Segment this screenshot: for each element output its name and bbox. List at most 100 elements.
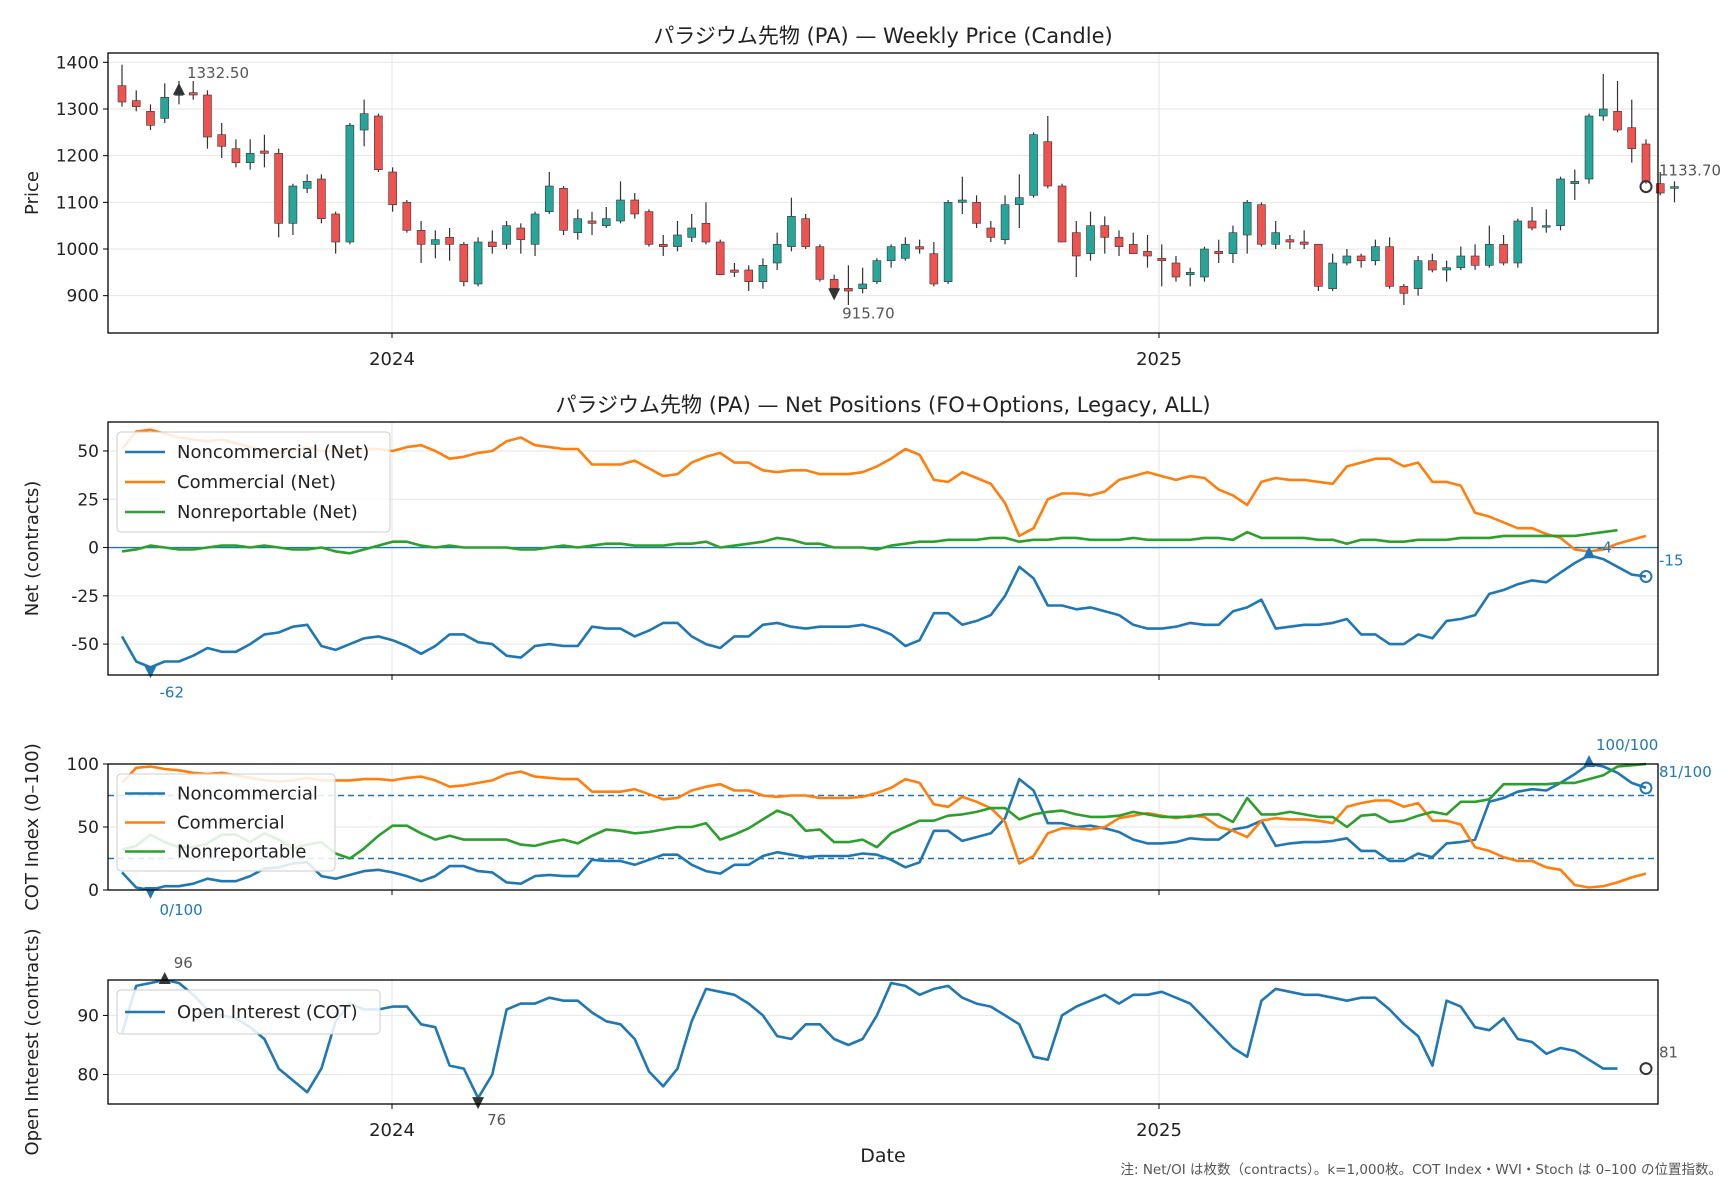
last-marker xyxy=(1639,180,1653,194)
x-tick-label-2025: 2025 xyxy=(1136,349,1182,370)
last-net-label: -15 xyxy=(1659,552,1684,570)
candle-body xyxy=(644,211,654,245)
candle-body xyxy=(288,185,298,224)
y-tick-label: 900 xyxy=(67,287,99,307)
y-tick-label: 25 xyxy=(77,490,99,510)
y-axis-label: COT Index (0–100) xyxy=(22,743,43,911)
last-index-label: 81/100 xyxy=(1659,763,1712,781)
y-tick-label: 50 xyxy=(77,818,99,838)
candle-body xyxy=(459,244,469,282)
candle-body xyxy=(1285,239,1295,243)
candle-body xyxy=(943,202,953,282)
min-oi-label: 76 xyxy=(487,1111,506,1129)
candle-body xyxy=(1299,241,1309,245)
candle-body xyxy=(1043,141,1053,187)
y-tick-label: -25 xyxy=(71,587,99,607)
candle-body xyxy=(744,269,753,282)
candle-body xyxy=(345,125,355,243)
footnote: 注: Net/OI は枚数（contracts）。k=1,000枚。COT In… xyxy=(1120,1162,1722,1178)
last-marker xyxy=(1639,781,1653,795)
legend-label: Nonreportable xyxy=(177,842,306,863)
candle-body xyxy=(986,227,996,238)
max-marker xyxy=(1583,546,1596,559)
candle-body xyxy=(388,171,397,205)
x-tick-label-2024: 2024 xyxy=(369,1120,415,1141)
max-oi-label: 96 xyxy=(174,954,193,972)
legend-label: Commercial (Net) xyxy=(177,472,336,493)
min-marker xyxy=(472,1097,485,1110)
candle-body xyxy=(445,237,454,245)
min-marker xyxy=(144,666,157,679)
candle-body xyxy=(1214,251,1223,254)
candle-body xyxy=(758,265,768,282)
candle-body xyxy=(1100,225,1110,238)
max-price-label: 1332.50 xyxy=(187,64,249,82)
max-net-label: -4 xyxy=(1597,538,1612,556)
candle-body xyxy=(374,115,383,170)
panel-title: パラジウム先物 (PA) — Weekly Price (Candle) xyxy=(653,24,1112,48)
y-tick-label: 1300 xyxy=(56,100,99,120)
max-marker xyxy=(1583,755,1596,767)
candle-body xyxy=(901,244,910,259)
candle-body xyxy=(488,241,497,247)
candle-body xyxy=(658,244,668,247)
candle-body xyxy=(217,134,226,147)
candle-body xyxy=(1570,181,1580,184)
candle-body xyxy=(886,246,896,261)
candle-body xyxy=(1015,197,1024,205)
series-line xyxy=(120,554,1647,669)
candle-body xyxy=(1556,178,1565,226)
legend-label: Noncommercial xyxy=(177,784,318,805)
legend-box xyxy=(116,989,381,1035)
y-axis-label: Net (contracts) xyxy=(22,481,43,617)
candle-body xyxy=(231,148,241,163)
candle-body xyxy=(1114,237,1124,247)
y-tick-label: 1000 xyxy=(56,240,99,260)
candle-body xyxy=(844,288,853,292)
candle-body xyxy=(1029,134,1038,196)
candle-body xyxy=(1641,143,1651,182)
candle-body xyxy=(787,216,796,247)
candle-body xyxy=(131,100,141,107)
legend-label: Commercial xyxy=(177,813,285,834)
x-tick-label-2024: 2024 xyxy=(369,349,415,370)
y-tick-label: 1200 xyxy=(56,147,99,167)
panel-title: パラジウム先物 (PA) — Net Positions (FO+Options… xyxy=(555,393,1210,417)
y-axis-label: Price xyxy=(22,171,43,215)
candle-body xyxy=(1655,183,1665,194)
last-oi-label: 81 xyxy=(1659,1044,1678,1062)
y-tick-label: 90 xyxy=(77,1006,99,1026)
legend-label: Noncommercial (Net) xyxy=(177,442,369,463)
candle-body xyxy=(1527,220,1537,229)
candle-body xyxy=(1613,111,1622,131)
plot-frame xyxy=(107,763,1659,891)
plot-frame xyxy=(107,52,1659,334)
candle-body xyxy=(616,199,625,222)
candle-body xyxy=(1157,258,1167,261)
candle-body xyxy=(1584,115,1594,180)
y-tick-label: 0 xyxy=(88,881,99,901)
candle-body xyxy=(1499,244,1508,264)
candle-body xyxy=(260,150,269,154)
candle-body xyxy=(1000,204,1010,240)
candle-body xyxy=(402,202,412,231)
candle-body xyxy=(872,260,882,282)
candle-body xyxy=(1257,204,1266,245)
candle-body xyxy=(829,279,839,289)
legend-label: Open Interest (COT) xyxy=(177,1002,358,1023)
candle-body xyxy=(1228,232,1238,254)
candle-body xyxy=(587,220,597,224)
candle-body xyxy=(801,218,810,247)
y-axis-label: Open Interest (contracts) xyxy=(22,928,43,1155)
candle-body xyxy=(146,111,155,126)
candle-body xyxy=(117,85,127,103)
plot-frame xyxy=(107,421,1659,676)
candle-body xyxy=(331,213,340,243)
candle-body xyxy=(972,202,981,224)
y-tick-label: 80 xyxy=(77,1065,99,1085)
series-line xyxy=(121,765,1647,889)
candle-body xyxy=(203,94,212,138)
candle-body xyxy=(516,227,526,240)
candle-body xyxy=(1185,272,1195,275)
candle-body xyxy=(1371,246,1380,261)
